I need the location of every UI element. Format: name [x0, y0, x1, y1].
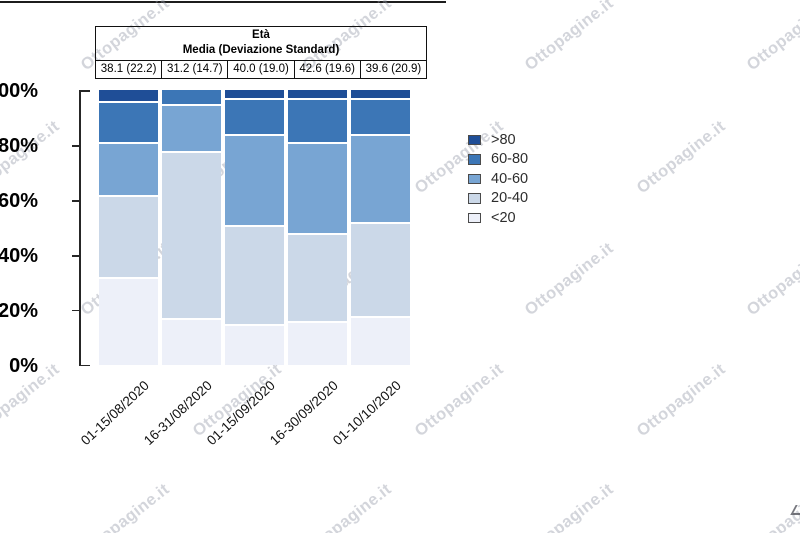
y-axis-label: 40% — [0, 244, 38, 267]
legend-label: 20-40 — [491, 190, 529, 207]
bar-segment — [351, 98, 410, 134]
legend-item: 20-40 — [468, 189, 528, 209]
bar-segment — [162, 90, 221, 104]
bar-segment — [99, 142, 158, 195]
age-stats-table-subtitle: Media (Deviazione Standard) — [182, 43, 340, 56]
watermark-text: Ottopagine.it — [521, 0, 617, 75]
y-axis-tick — [72, 145, 81, 147]
bar-segment — [162, 318, 221, 365]
legend: >80 60-80 40-60 20-40 <20 — [468, 130, 528, 228]
y-axis-label: 100% — [0, 80, 38, 102]
legend-item: <20 — [468, 208, 528, 228]
bar-segment — [162, 150, 221, 319]
y-axis-tick — [72, 254, 81, 257]
bar-segment — [351, 315, 410, 365]
top-rule-line — [0, 1, 446, 3]
age-stats-value-cell: 31.2 (14.7) — [162, 60, 229, 78]
chart-bar — [288, 90, 347, 365]
legend-label: 60-80 — [491, 151, 529, 168]
y-axis-tick — [72, 309, 81, 312]
chart-bar — [162, 90, 221, 365]
legend-swatch — [468, 193, 481, 204]
watermark-text: Ottopagine.it — [743, 480, 800, 533]
bar-segment — [99, 90, 158, 101]
legend-swatch — [468, 212, 481, 224]
bar-segment — [99, 277, 158, 365]
age-stats-value-cell: 40.0 (19.0) — [228, 60, 295, 78]
legend-label: >80 — [491, 131, 516, 148]
watermark-text: Ottopagine.it — [0, 117, 63, 198]
y-axis-tick — [79, 364, 90, 367]
age-stats-table-values-row: 38.1 (22.2) 31.2 (14.7) 40.0 (19.0) 42.6 (1… — [96, 60, 426, 78]
bar-segment — [225, 224, 284, 324]
age-stats-table: Età Media (Deviazione Standard) 38.1 (22… — [95, 26, 427, 79]
corner-artifact — [790, 505, 800, 515]
bar-segment — [351, 90, 410, 99]
bar-segment — [225, 323, 284, 365]
watermark-text: Ottopagine.it — [411, 360, 507, 441]
legend-item: >80 — [468, 130, 528, 150]
y-axis-label: 80% — [0, 134, 38, 157]
watermark-text: Ottopagine.it — [521, 239, 617, 320]
watermark-text: Ottopagine.it — [743, 0, 800, 75]
y-axis-label: 0% — [9, 354, 38, 377]
bar-segment — [351, 134, 410, 222]
y-axis-label: 20% — [0, 299, 38, 322]
chart-bar — [99, 90, 158, 365]
bar-segment — [99, 194, 158, 277]
chart-bar — [225, 90, 284, 365]
legend-label: <20 — [491, 209, 516, 226]
watermark-text: Ottopagine.it — [299, 480, 395, 533]
legend-swatch — [468, 154, 481, 165]
age-stats-value-cell: 39.6 (20.9) — [365, 63, 422, 76]
bar-segment — [288, 98, 347, 143]
y-axis-line — [79, 91, 81, 366]
y-axis-tick — [79, 90, 90, 92]
legend-label: 40-60 — [491, 170, 529, 187]
legend-swatch — [468, 134, 481, 146]
watermark-text: Ottopagine.it — [743, 239, 800, 320]
legend-item: 60-80 — [468, 150, 528, 170]
chart-bar — [351, 90, 410, 365]
y-axis-label: 60% — [0, 189, 38, 212]
bar-segment — [225, 134, 284, 225]
watermark-text: Ottopagine.it — [633, 360, 729, 441]
y-axis-tick — [72, 200, 81, 202]
bar-segment — [225, 90, 284, 99]
bar-segment — [351, 222, 410, 316]
age-stats-table-header: Età Media (Deviazione Standard) — [96, 27, 426, 61]
legend-item: 40-60 — [468, 169, 528, 189]
bar-segment — [288, 233, 347, 321]
bar-segment — [225, 98, 284, 134]
bar-segment — [162, 103, 221, 151]
bar-segment — [288, 142, 347, 233]
bar-segment — [288, 90, 347, 99]
watermark-text: Ottopagine.it — [521, 480, 617, 533]
age-stats-table-title: Età — [252, 29, 270, 41]
age-stats-value-cell: 38.1 (22.2) — [96, 60, 163, 78]
bar-segment — [288, 321, 347, 365]
age-stats-value-cell: 42.6 (19.6) — [295, 60, 361, 78]
watermark-text: Ottopagine.it — [633, 117, 729, 198]
bar-segment — [99, 101, 158, 143]
legend-swatch — [468, 173, 481, 185]
